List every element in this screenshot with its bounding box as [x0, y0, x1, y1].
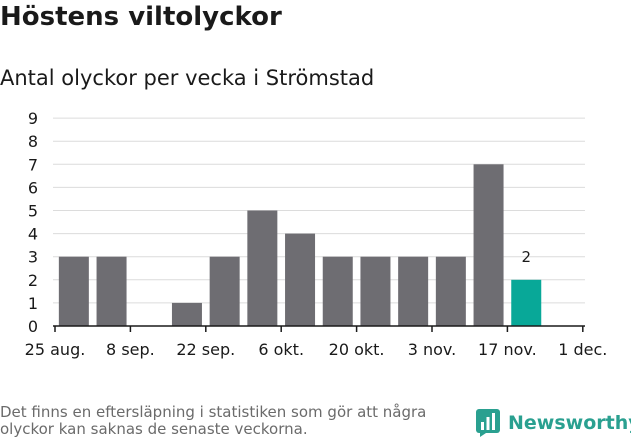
- bar: [435, 256, 466, 326]
- x-tick-label: 25 aug.: [25, 340, 86, 359]
- x-tick-label: 17 nov.: [478, 340, 537, 359]
- y-tick-label: 6: [28, 178, 38, 197]
- newsworthy-chart-icon: [476, 409, 500, 437]
- y-tick-label: 9: [28, 109, 38, 128]
- brand-name: Newsworthy: [508, 412, 631, 434]
- bar: [247, 210, 278, 326]
- y-tick-label: 5: [28, 202, 38, 221]
- bar: [58, 256, 89, 326]
- bar: [96, 256, 127, 326]
- y-tick-label: 7: [28, 155, 38, 174]
- bar: [398, 256, 429, 326]
- bar: [322, 256, 353, 326]
- x-tick-label: 3 nov.: [408, 340, 457, 359]
- bar-highlight: [511, 279, 542, 326]
- y-tick-label: 4: [28, 225, 38, 244]
- data-label: 2: [521, 248, 531, 266]
- x-tick-label: 8 sep.: [106, 340, 155, 359]
- bar: [285, 233, 316, 326]
- chart-title: Höstens viltolyckor: [0, 2, 282, 32]
- x-tick-label: 20 okt.: [329, 340, 385, 359]
- bar: [473, 164, 504, 326]
- y-tick-label: 2: [28, 271, 38, 290]
- y-tick-label: 3: [28, 248, 38, 267]
- bar-chart: 0 1 2 3 4 5 6 7 8 9 25 aug. 8 sep. 22 sep. 6 okt. 20 o…: [25, 109, 608, 359]
- x-tick-label: 22 sep.: [176, 340, 235, 359]
- bar: [360, 256, 391, 326]
- y-tick-label: 8: [28, 132, 38, 151]
- x-tick-label: 1 dec.: [558, 340, 607, 359]
- bar: [209, 256, 240, 326]
- footnote: Det finns en eftersläpning i statistiken…: [0, 403, 427, 438]
- chart-subtitle: Antal olyckor per vecka i Strömstad: [0, 66, 375, 90]
- bar: [171, 302, 202, 326]
- newsworthy-logo: Newsworthy: [476, 409, 631, 437]
- y-tick-label: 1: [28, 294, 38, 313]
- y-tick-label: 0: [28, 317, 38, 336]
- x-tick-label: 6 okt.: [258, 340, 304, 359]
